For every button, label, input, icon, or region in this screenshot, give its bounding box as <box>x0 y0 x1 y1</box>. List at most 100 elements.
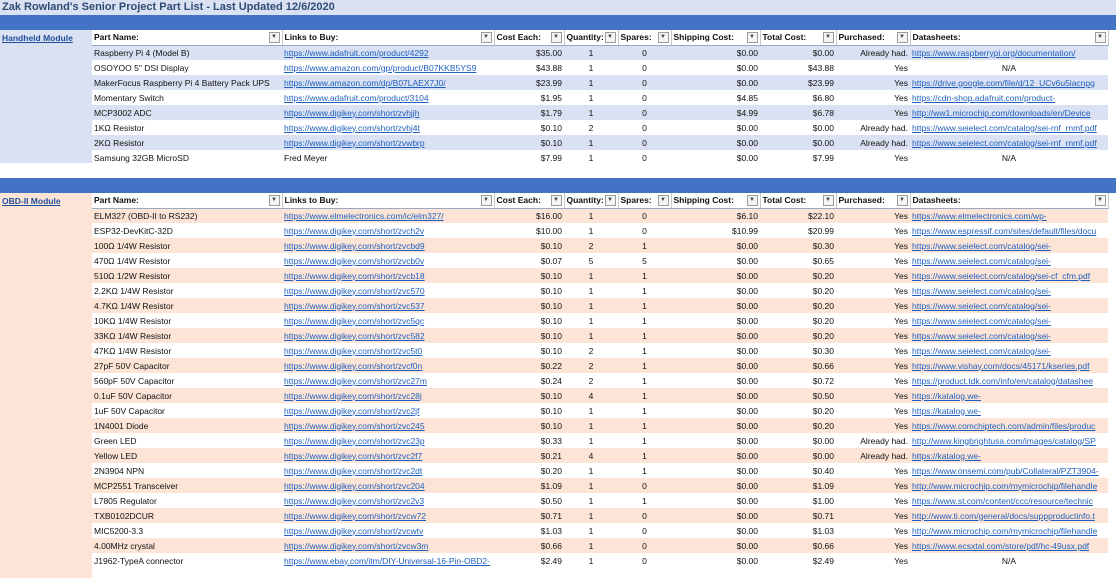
filter-dropdown-icon[interactable]: ▼ <box>657 195 669 207</box>
quantity-cell: 1 <box>564 150 618 165</box>
shipping-cost-cell: $6.10 <box>671 208 760 223</box>
buy-link-cell[interactable]: https://www.digikey.com/short/zvcb18 <box>282 268 494 283</box>
buy-link-cell[interactable]: https://www.digikey.com/short/zvc582 <box>282 328 494 343</box>
cost-each-cell: $0.24 <box>494 373 564 388</box>
shipping-cost-cell: $0.00 <box>671 283 760 298</box>
datasheet-cell[interactable]: https://www.raspberrypi.org/documentatio… <box>910 45 1108 60</box>
buy-link-cell[interactable]: https://www.adafruit.com/product/4292 <box>282 45 494 60</box>
cost-each-cell: $0.50 <box>494 493 564 508</box>
buy-link-cell[interactable]: https://www.ebay.com/itm/DIY-Universal-1… <box>282 553 494 568</box>
filter-dropdown-icon[interactable]: ▼ <box>1094 32 1106 44</box>
header-label: Shipping Cost: <box>673 32 734 43</box>
filter-dropdown-icon[interactable]: ▼ <box>657 32 669 44</box>
datasheet-cell[interactable]: http://www.microchip.com/mymicrochip/fil… <box>910 478 1108 493</box>
purchased-cell: Yes <box>836 75 910 90</box>
datasheet-cell[interactable]: https://www.seielect.com/catalog/sei- <box>910 343 1108 358</box>
datasheet-cell[interactable]: https://www.seielect.com/catalog/sei-rnf… <box>910 135 1108 150</box>
obd-module-cell[interactable]: OBD-II Module <box>0 193 92 578</box>
datasheet-cell[interactable]: http://www.kingbrightusa.com/images/cata… <box>910 433 1108 448</box>
buy-link-cell[interactable]: https://www.digikey.com/short/zvwbrp <box>282 135 494 150</box>
buy-link-cell[interactable]: https://www.digikey.com/short/zvcw72 <box>282 508 494 523</box>
buy-link-cell[interactable]: https://www.digikey.com/short/zvc5t0 <box>282 343 494 358</box>
buy-link-cell[interactable]: https://www.digikey.com/short/zvc2dt <box>282 463 494 478</box>
handheld-module-cell[interactable]: Handheld Module <box>0 30 92 163</box>
handheld-module-label[interactable]: Handheld Module <box>2 33 73 43</box>
buy-link-cell[interactable]: https://www.elmelectronics.com/ic/elm327… <box>282 208 494 223</box>
buy-link-cell[interactable]: https://www.digikey.com/short/zvc23p <box>282 433 494 448</box>
buy-link-cell[interactable]: https://www.adafruit.com/product/3104 <box>282 90 494 105</box>
datasheet-cell[interactable]: http://www.microchip.com/mymicrochip/fil… <box>910 523 1108 538</box>
buy-link-cell[interactable]: https://www.digikey.com/short/zvcbd9 <box>282 238 494 253</box>
filter-dropdown-icon[interactable]: ▼ <box>604 32 616 44</box>
buy-link-cell[interactable]: https://www.digikey.com/short/zvhjjh <box>282 105 494 120</box>
buy-link-cell[interactable]: https://www.digikey.com/short/zvcf0n <box>282 358 494 373</box>
buy-link-cell[interactable]: https://www.digikey.com/short/zvch2v <box>282 223 494 238</box>
datasheet-cell[interactable]: http://www.ti.com/general/docs/suppprodu… <box>910 508 1108 523</box>
datasheet-cell[interactable]: https://www.seielect.com/catalog/sei- <box>910 313 1108 328</box>
buy-link-cell[interactable]: https://www.digikey.com/short/zvc204 <box>282 478 494 493</box>
header-purchased: Purchased: ▼ <box>836 30 911 46</box>
buy-link-cell[interactable]: https://www.digikey.com/short/zvcw3m <box>282 538 494 553</box>
filter-dropdown-icon[interactable]: ▼ <box>480 195 492 207</box>
datasheet-cell[interactable]: https://www.comchiptech.com/admin/files/… <box>910 418 1108 433</box>
datasheet-cell[interactable]: https://www.ecsxtal.com/store/pdf/hc-49u… <box>910 538 1108 553</box>
purchased-cell: Yes <box>836 463 910 478</box>
buy-link-cell[interactable]: https://www.digikey.com/short/zvcwtv <box>282 523 494 538</box>
spares-cell: 1 <box>618 373 671 388</box>
filter-dropdown-icon[interactable]: ▼ <box>746 32 758 44</box>
datasheet-cell[interactable]: https://www.seielect.com/catalog/sei-rnf… <box>910 120 1108 135</box>
datasheet-cell[interactable]: https://katalog.we- <box>910 388 1108 403</box>
buy-link-cell[interactable]: https://www.digikey.com/short/zvc2v3 <box>282 493 494 508</box>
buy-link-cell[interactable]: https://www.digikey.com/short/zvc27m <box>282 373 494 388</box>
cost-each-cell: $0.10 <box>494 418 564 433</box>
buy-link-cell[interactable]: https://www.amazon.com/dp/B07LAEX7J0/ <box>282 75 494 90</box>
buy-link-cell[interactable]: https://www.digikey.com/short/zvc28j <box>282 388 494 403</box>
section-band-handheld <box>0 15 1116 30</box>
filter-dropdown-icon[interactable]: ▼ <box>822 32 834 44</box>
buy-link-cell[interactable]: https://www.digikey.com/short/zvc537 <box>282 298 494 313</box>
datasheet-cell[interactable]: https://product.tdk.com/info/en/catalog/… <box>910 373 1108 388</box>
filter-dropdown-icon[interactable]: ▼ <box>822 195 834 207</box>
buy-link-cell[interactable]: https://www.digikey.com/short/zvc2f7 <box>282 448 494 463</box>
datasheet-cell[interactable]: https://katalog.we- <box>910 403 1108 418</box>
datasheet-cell[interactable]: https://www.seielect.com/catalog/sei- <box>910 298 1108 313</box>
datasheet-cell[interactable]: https://www.seielect.com/catalog/sei- <box>910 253 1108 268</box>
filter-dropdown-icon[interactable]: ▼ <box>550 32 562 44</box>
datasheet-cell[interactable]: https://cdn-shop.adafruit.com/product- <box>910 90 1108 105</box>
datasheet-cell[interactable]: https://www.elmelectronics.com/wp- <box>910 208 1108 223</box>
header-spares: Spares: ▼ <box>618 30 672 46</box>
spares-cell: 0 <box>618 90 671 105</box>
buy-link-cell[interactable]: https://www.digikey.com/short/zvc245 <box>282 418 494 433</box>
datasheet-cell[interactable]: https://www.st.com/content/ccc/resource/… <box>910 493 1108 508</box>
filter-dropdown-icon[interactable]: ▼ <box>896 195 908 207</box>
datasheet-cell[interactable]: https://drive.google.com/file/d/12_UCv6u… <box>910 75 1108 90</box>
datasheet-cell[interactable]: https://www.seielect.com/catalog/sei- <box>910 238 1108 253</box>
buy-link-cell[interactable]: https://www.digikey.com/short/zvc5qc <box>282 313 494 328</box>
buy-link-cell[interactable]: https://www.digikey.com/short/zvhj4t <box>282 120 494 135</box>
quantity-cell: 1 <box>564 313 618 328</box>
datasheet-cell[interactable]: https://www.seielect.com/catalog/sei-cf_… <box>910 268 1108 283</box>
filter-dropdown-icon[interactable]: ▼ <box>896 32 908 44</box>
filter-dropdown-icon[interactable]: ▼ <box>550 195 562 207</box>
filter-dropdown-icon[interactable]: ▼ <box>1094 195 1106 207</box>
datasheet-cell[interactable]: https://www.espressif.com/sites/default/… <box>910 223 1108 238</box>
filter-dropdown-icon[interactable]: ▼ <box>268 32 280 44</box>
buy-link-cell[interactable]: https://www.digikey.com/short/zvc2jf <box>282 403 494 418</box>
obd-module-label[interactable]: OBD-II Module <box>2 196 61 206</box>
datasheet-cell[interactable]: https://www.onsemi.com/pub/Collateral/PZ… <box>910 463 1108 478</box>
filter-dropdown-icon[interactable]: ▼ <box>604 195 616 207</box>
obd-parts-table: Part Name: ▼ Links to Buy: ▼ Cost Each: ▼ Quan… <box>92 193 1109 568</box>
datasheet-cell[interactable]: https://www.vishay.com/docs/45171/kserie… <box>910 358 1108 373</box>
buy-link-cell[interactable]: https://www.digikey.com/short/zvc570 <box>282 283 494 298</box>
datasheet-cell[interactable]: https://www.seielect.com/catalog/sei- <box>910 283 1108 298</box>
datasheet-cell[interactable]: https://katalog.we- <box>910 448 1108 463</box>
filter-dropdown-icon[interactable]: ▼ <box>480 32 492 44</box>
filter-dropdown-icon[interactable]: ▼ <box>268 195 280 207</box>
datasheet-cell[interactable]: https://www.seielect.com/catalog/sei- <box>910 328 1108 343</box>
datasheet-cell[interactable]: http://ww1.microchip.com/downloads/en/De… <box>910 105 1108 120</box>
filter-dropdown-icon[interactable]: ▼ <box>746 195 758 207</box>
table-row: 27pF 50V Capacitor https://www.digikey.co… <box>92 358 1108 373</box>
quantity-cell: 4 <box>564 448 618 463</box>
buy-link-cell[interactable]: https://www.digikey.com/short/zvcb0v <box>282 253 494 268</box>
buy-link-cell[interactable]: https://www.amazon.com/gp/product/B07KKB… <box>282 60 494 75</box>
